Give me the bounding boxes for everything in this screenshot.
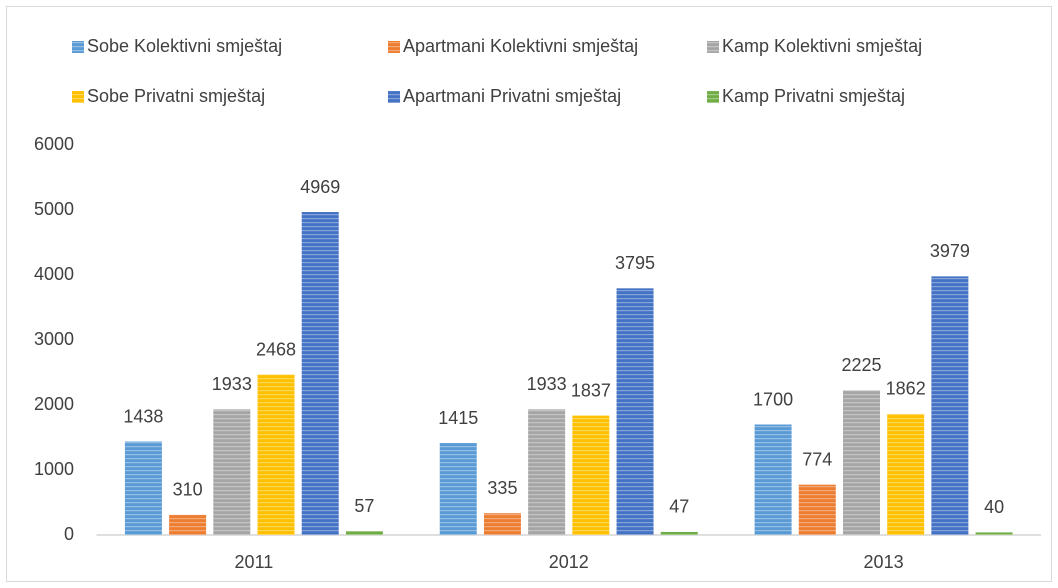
bar: [439, 443, 477, 535]
data-label: 1933: [212, 374, 252, 394]
data-label: 3979: [930, 241, 970, 261]
y-tick-label: 5000: [34, 199, 74, 219]
bar: [483, 513, 521, 535]
bar: [528, 409, 566, 535]
data-label: 1933: [527, 374, 567, 394]
data-label: 47: [669, 497, 689, 517]
y-tick-label: 6000: [34, 134, 74, 154]
data-label: 3795: [615, 253, 655, 273]
data-label: 2225: [841, 355, 881, 375]
bar: [660, 531, 698, 535]
data-label: 40: [984, 497, 1004, 517]
x-tick-label: 2012: [549, 552, 589, 572]
x-tick-label: 2011: [235, 552, 274, 572]
y-tick-label: 4000: [34, 264, 74, 284]
y-tick-label: 2000: [34, 394, 74, 414]
data-label: 1862: [886, 379, 926, 399]
bar: [931, 276, 969, 535]
legend-swatch: [72, 91, 84, 103]
data-label: 1837: [571, 380, 611, 400]
legend-label: Apartmani Kolektivni smještaj: [403, 36, 638, 56]
bar: [798, 484, 836, 535]
data-label: 1438: [123, 406, 163, 426]
y-tick-label: 0: [64, 524, 74, 544]
bar: [572, 415, 610, 535]
legend-swatch: [388, 41, 400, 53]
x-tick-label: 2013: [864, 552, 904, 572]
legend-label: Sobe Kolektivni smještaj: [87, 36, 282, 56]
data-label: 774: [802, 449, 832, 469]
bar: [887, 413, 925, 535]
bar: [754, 424, 792, 535]
legend-label: Kamp Privatni smještaj: [722, 86, 905, 106]
y-tick-label: 1000: [34, 459, 74, 479]
data-label: 57: [354, 496, 374, 516]
data-label: 335: [487, 478, 517, 498]
legend-label: Sobe Privatni smještaj: [87, 86, 265, 106]
legend-label: Kamp Kolektivni smještaj: [722, 36, 922, 56]
bar: [842, 390, 880, 535]
legend-label: Apartmani Privatni smještaj: [403, 86, 621, 106]
bar: [975, 532, 1013, 535]
data-label: 4969: [300, 177, 340, 197]
legend-swatch: [707, 41, 719, 53]
bar: [257, 374, 295, 535]
data-label: 2468: [256, 339, 296, 359]
bar: [169, 514, 207, 535]
bar: [616, 288, 654, 535]
data-label: 1700: [753, 389, 793, 409]
legend-swatch: [388, 91, 400, 103]
bar: [124, 441, 162, 535]
y-tick-label: 3000: [34, 329, 74, 349]
data-label: 1415: [438, 408, 478, 428]
legend-swatch: [707, 91, 719, 103]
bar: [213, 409, 251, 535]
bar: [301, 212, 339, 535]
bar: [345, 531, 383, 535]
legend-swatch: [72, 41, 84, 53]
data-label: 310: [173, 480, 203, 500]
